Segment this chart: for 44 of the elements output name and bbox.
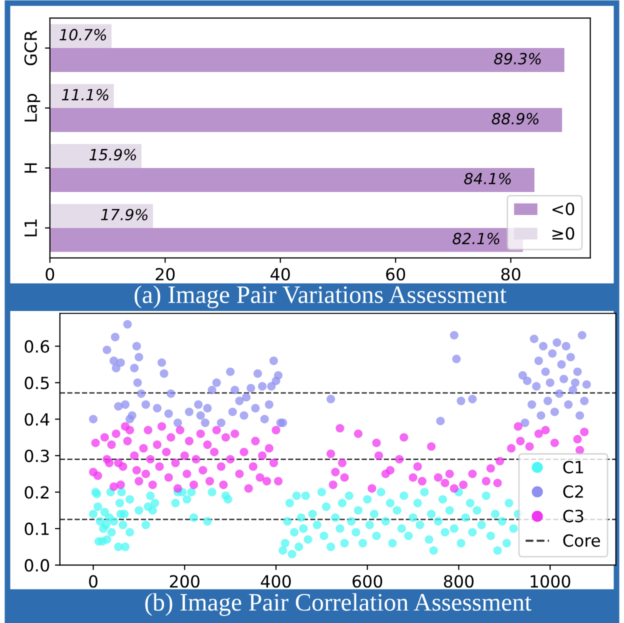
y-tick-label: H bbox=[24, 163, 37, 173]
x-tick-label: 20 bbox=[156, 268, 175, 281]
y-tick-label: 0.5 bbox=[24, 376, 49, 390]
bar bbox=[50, 144, 142, 168]
y-tick-label: 0.1 bbox=[24, 522, 49, 536]
legend-label: Core bbox=[563, 534, 600, 547]
bar bbox=[50, 168, 534, 192]
bar bbox=[50, 108, 562, 132]
data-label: 84.1% bbox=[464, 172, 511, 184]
bar bbox=[50, 48, 564, 72]
data-label: 89.3% bbox=[494, 52, 541, 64]
legend-label: C3 bbox=[563, 510, 584, 522]
y-tick-label: 0.4 bbox=[24, 413, 50, 426]
data-label: 11.1% bbox=[62, 88, 108, 100]
x-tick-label: 0 bbox=[46, 268, 54, 281]
x-tick-label: 40 bbox=[270, 268, 290, 281]
legend-label: C1 bbox=[563, 460, 584, 474]
y-tick-label: 0.2 bbox=[24, 486, 49, 499]
y-tick-label: 0.6 bbox=[24, 340, 50, 353]
data-label: 88.9% bbox=[492, 112, 538, 124]
data-label: 82.1% bbox=[452, 232, 500, 244]
y-tick-label: 0.0 bbox=[24, 559, 50, 572]
text: (a) Image Pair Variations Assessment bbox=[134, 286, 506, 308]
y-tick-label: 0.3 bbox=[24, 450, 49, 462]
data-label: 17.9% bbox=[101, 208, 148, 220]
x-tick-label: 0 bbox=[89, 575, 98, 588]
data-label: 15.9% bbox=[90, 148, 136, 160]
x-tick-label: 600 bbox=[352, 575, 382, 588]
legend-label: ≥0 bbox=[552, 227, 574, 240]
x-tick-label: 800 bbox=[444, 575, 474, 588]
legend-label: <0 bbox=[552, 202, 574, 216]
x-tick-label: 200 bbox=[170, 575, 200, 588]
y-tick-label: L1 bbox=[24, 220, 37, 236]
x-tick-label: 1000 bbox=[530, 575, 570, 588]
y-tick-label: Lap bbox=[24, 94, 40, 122]
text: (b) Image Pair Correlation Assessment bbox=[145, 593, 532, 616]
x-tick-label: 60 bbox=[386, 268, 406, 281]
bar bbox=[50, 84, 114, 108]
x-tick-label: 400 bbox=[260, 575, 291, 588]
data-label: 10.7% bbox=[60, 28, 106, 40]
bar bbox=[50, 204, 154, 228]
x-tick-label: 80 bbox=[501, 268, 520, 281]
legend-label: C2 bbox=[563, 485, 583, 498]
y-tick-label: GCR bbox=[24, 30, 37, 66]
